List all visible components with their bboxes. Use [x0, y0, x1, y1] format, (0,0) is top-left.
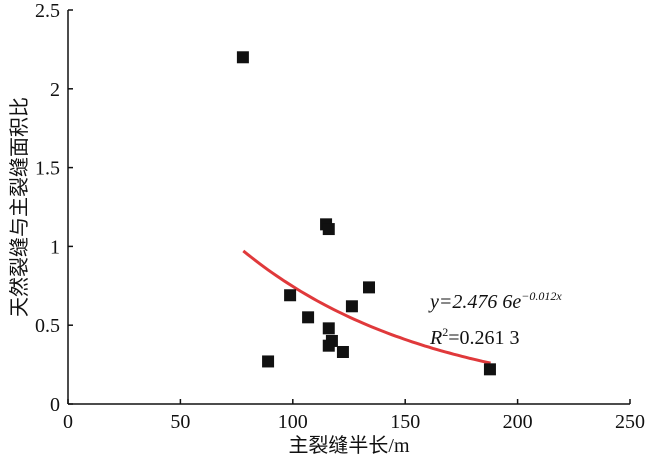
r-squared-exponent: 2 — [442, 325, 448, 339]
x-axis-label: 主裂缝半长/m — [288, 434, 410, 457]
r-squared-value: =0.261 3 — [448, 327, 519, 349]
point — [262, 355, 275, 368]
x-tick-label: 100 — [278, 411, 308, 433]
y-axis-label: 天然裂缝与主裂缝面积比 — [8, 97, 31, 317]
y-tick-label: 2.5 — [35, 0, 60, 22]
point — [483, 363, 496, 376]
equation-exponent: −0.012x — [521, 289, 562, 303]
point — [322, 223, 335, 236]
r-squared: R2=0.261 3 — [429, 325, 520, 349]
trendline — [242, 249, 491, 365]
point — [236, 51, 249, 64]
y-tick-label: 0.5 — [35, 315, 60, 337]
x-tick-label: 0 — [63, 411, 73, 433]
x-tick-label: 200 — [503, 411, 533, 433]
y-tick-label: 0 — [50, 394, 60, 416]
point — [322, 339, 335, 352]
point — [302, 311, 315, 324]
x-tick-label: 50 — [170, 411, 190, 433]
equation: y=2.476 6e−0.012x — [428, 289, 562, 313]
point — [336, 345, 349, 358]
point — [345, 300, 358, 313]
point — [363, 281, 376, 294]
x-tick-label: 150 — [390, 411, 420, 433]
x-tick-label: 250 — [615, 411, 645, 433]
point — [322, 322, 335, 335]
point — [284, 289, 297, 302]
y-tick-label: 2 — [50, 79, 60, 101]
y-tick-label: 1 — [50, 236, 60, 258]
equation-base: y=2.476 6e — [428, 291, 521, 313]
r-squared-base: R — [429, 327, 442, 349]
y-tick-label: 1.5 — [35, 158, 60, 180]
